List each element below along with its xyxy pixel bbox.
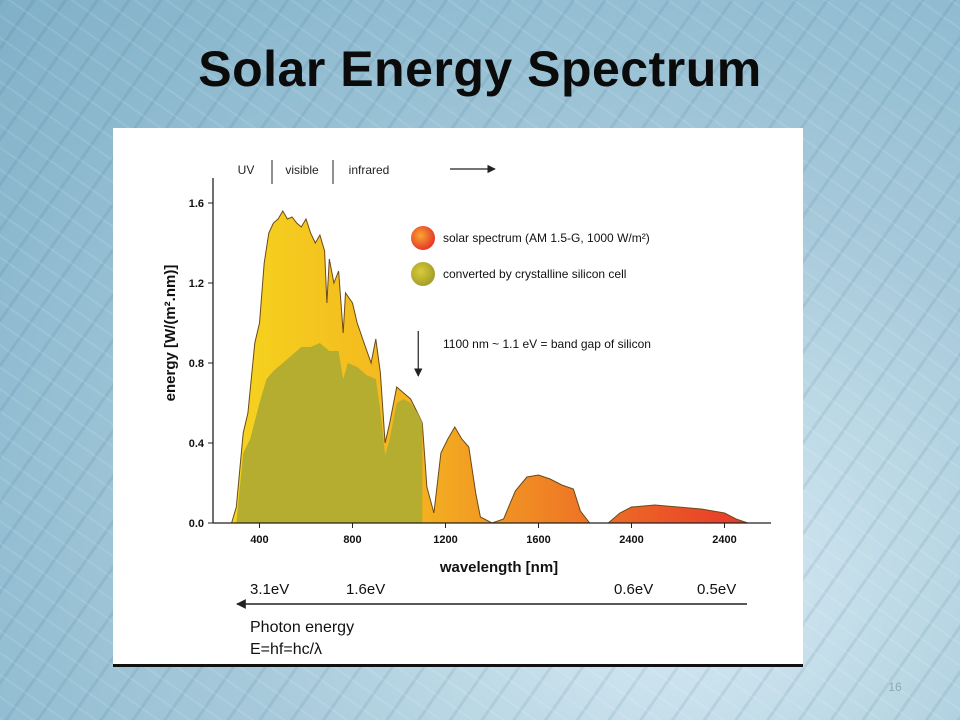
photon-energy-label-1-6ev: 1.6eV: [346, 581, 385, 598]
band-gap-label: 1100 nm ~ 1.1 eV = band gap of silicon: [443, 337, 651, 351]
x-axis-ticks: 400 800 1200 1600 2400 2400: [250, 523, 737, 546]
x-tick-label: 400: [250, 534, 268, 546]
spectrum-chart: UV visible infrared 0.0 0.4 0.8 1.2 1.6 400 8…: [162, 160, 771, 658]
region-label-uv: UV: [238, 163, 255, 177]
legend: solar spectrum (AM 1.5-G, 1000 W/m²) con…: [411, 226, 650, 286]
region-label-visible: visible: [285, 163, 319, 177]
y-axis-ticks: 0.0 0.4 0.8 1.2 1.6: [189, 198, 213, 530]
photon-energy-label-3-1ev: 3.1eV: [250, 581, 289, 598]
spectrum-figure: UV visible infrared 0.0 0.4 0.8 1.2 1.6 400 8…: [113, 128, 803, 667]
x-tick-label: 2400: [712, 534, 736, 546]
legend-label-solar: solar spectrum (AM 1.5-G, 1000 W/m²): [443, 231, 650, 245]
region-label-infrared: infrared: [349, 163, 390, 177]
silicon-cell-area: [236, 343, 423, 523]
x-tick-label: 2400: [619, 534, 643, 546]
photon-energy-formula: E=hf=hc/λ: [250, 641, 322, 658]
x-tick-label: 1200: [433, 534, 457, 546]
x-tick-label: 1600: [526, 534, 550, 546]
y-tick-label: 0.4: [189, 438, 205, 450]
legend-swatch-silicon: [411, 262, 435, 286]
page-number: 16: [888, 680, 902, 694]
y-tick-label: 0.8: [189, 358, 204, 370]
legend-swatch-solar: [411, 226, 435, 250]
x-axis-label: wavelength [nm]: [439, 559, 558, 576]
y-axis-label: energy [W/(m².nm)]: [162, 265, 179, 402]
photon-energy-label-0-6ev: 0.6eV: [614, 581, 653, 598]
photon-energy-label-0-5ev: 0.5eV: [697, 581, 736, 598]
y-tick-label: 0.0: [189, 518, 204, 530]
axes: [212, 178, 771, 524]
y-tick-label: 1.2: [189, 278, 204, 290]
y-tick-label: 1.6: [189, 198, 204, 210]
x-tick-label: 800: [343, 534, 361, 546]
photon-energy-title: Photon energy: [250, 619, 354, 636]
legend-label-silicon: converted by crystalline silicon cell: [443, 267, 626, 281]
slide-title: Solar Energy Spectrum: [198, 41, 762, 97]
